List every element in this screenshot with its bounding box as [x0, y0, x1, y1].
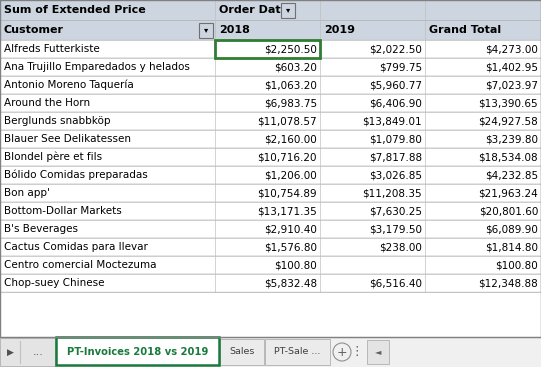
Text: $5,832.48: $5,832.48 [264, 278, 317, 288]
Text: $7,630.25: $7,630.25 [369, 206, 422, 216]
Bar [265, 339, 330, 365]
Bar [281, 3, 295, 18]
Bar [0, 112, 541, 130]
Text: Grand Total: Grand Total [429, 25, 501, 35]
Text: Cactus Comidas para llevar: Cactus Comidas para llevar [4, 242, 148, 252]
Text: $6,406.90: $6,406.90 [369, 98, 422, 108]
Text: Bólido Comidas preparadas: Bólido Comidas preparadas [4, 170, 148, 180]
Text: $10,716.20: $10,716.20 [258, 152, 317, 162]
Text: Antonio Moreno Taquería: Antonio Moreno Taquería [4, 80, 134, 90]
Text: $10,754.89: $10,754.89 [258, 188, 317, 198]
Bar [0, 130, 541, 148]
Text: Bottom-Dollar Markets: Bottom-Dollar Markets [4, 206, 122, 216]
Text: $2,250.50: $2,250.50 [264, 44, 317, 54]
Text: $1,206.00: $1,206.00 [264, 170, 317, 180]
Text: $799.75: $799.75 [379, 62, 422, 72]
Text: $7,817.88: $7,817.88 [369, 152, 422, 162]
Bar [0, 274, 541, 292]
Text: $6,983.75: $6,983.75 [264, 98, 317, 108]
Bar [0, 337, 541, 367]
Bar [0, 94, 541, 112]
Bar [220, 339, 264, 365]
Text: Alfreds Futterkiste: Alfreds Futterkiste [4, 44, 100, 54]
Text: Sales: Sales [229, 348, 255, 356]
Text: Sum of Extended Price: Sum of Extended Price [4, 5, 146, 15]
Text: Customer: Customer [4, 25, 64, 35]
Bar [0, 166, 541, 184]
Bar [199, 22, 213, 37]
Text: $3,179.50: $3,179.50 [369, 224, 422, 234]
Text: B's Beverages: B's Beverages [4, 224, 78, 234]
Text: ◄: ◄ [375, 348, 381, 356]
Bar [0, 338, 55, 366]
Text: $2,250.50: $2,250.50 [264, 44, 317, 54]
Bar [56, 337, 219, 365]
Bar [0, 220, 541, 238]
Text: $11,208.35: $11,208.35 [362, 188, 422, 198]
Text: ...: ... [32, 347, 43, 357]
Text: Centro comercial Moctezuma: Centro comercial Moctezuma [4, 260, 156, 270]
Text: $100.80: $100.80 [495, 260, 538, 270]
Text: $20,801.60: $20,801.60 [479, 206, 538, 216]
Text: Ana Trujillo Emparedados y helados: Ana Trujillo Emparedados y helados [4, 62, 190, 72]
Text: PT-Sale ...: PT-Sale ... [274, 348, 321, 356]
Bar [215, 40, 320, 58]
Bar [0, 40, 541, 58]
Text: $13,849.01: $13,849.01 [362, 116, 422, 126]
Text: $3,239.80: $3,239.80 [485, 134, 538, 144]
Bar [367, 340, 389, 364]
Text: 2018: 2018 [219, 25, 250, 35]
Bar [0, 76, 541, 94]
Text: $13,390.65: $13,390.65 [478, 98, 538, 108]
Text: $2,910.40: $2,910.40 [264, 224, 317, 234]
Bar [0, 58, 541, 76]
Text: ▾: ▾ [204, 25, 208, 34]
Text: $1,063.20: $1,063.20 [264, 80, 317, 90]
Text: $1,576.80: $1,576.80 [264, 242, 317, 252]
Text: $1,402.95: $1,402.95 [485, 62, 538, 72]
Text: PT-Invoices 2018 vs 2019: PT-Invoices 2018 vs 2019 [67, 347, 208, 357]
Bar [0, 20, 541, 40]
Text: ▾: ▾ [286, 6, 290, 15]
Text: $2,022.50: $2,022.50 [369, 44, 422, 54]
Text: $603.20: $603.20 [274, 62, 317, 72]
Text: $1,079.80: $1,079.80 [369, 134, 422, 144]
Bar [0, 184, 541, 202]
Text: Blauer See Delikatessen: Blauer See Delikatessen [4, 134, 131, 144]
Bar [0, 0, 541, 20]
Text: Chop-suey Chinese: Chop-suey Chinese [4, 278, 104, 288]
Text: Bon app': Bon app' [4, 188, 50, 198]
Text: Order Date: Order Date [219, 5, 288, 15]
Text: $6,089.90: $6,089.90 [485, 224, 538, 234]
Text: +: + [337, 345, 347, 359]
Bar [0, 238, 541, 256]
Text: $24,927.58: $24,927.58 [478, 116, 538, 126]
Text: $5,960.77: $5,960.77 [369, 80, 422, 90]
Text: $2,160.00: $2,160.00 [264, 134, 317, 144]
Text: $4,232.85: $4,232.85 [485, 170, 538, 180]
Text: $1,814.80: $1,814.80 [485, 242, 538, 252]
Text: $7,023.97: $7,023.97 [485, 80, 538, 90]
Text: $3,026.85: $3,026.85 [369, 170, 422, 180]
Text: $12,348.88: $12,348.88 [478, 278, 538, 288]
Text: $21,963.24: $21,963.24 [478, 188, 538, 198]
Text: ▶: ▶ [6, 348, 14, 356]
Text: ⋮: ⋮ [351, 345, 363, 359]
Text: $18,534.08: $18,534.08 [478, 152, 538, 162]
Bar [0, 256, 541, 274]
Text: $100.80: $100.80 [274, 260, 317, 270]
Bar [0, 202, 541, 220]
Text: $13,171.35: $13,171.35 [258, 206, 317, 216]
Text: $6,516.40: $6,516.40 [369, 278, 422, 288]
Text: $11,078.57: $11,078.57 [258, 116, 317, 126]
Text: Around the Horn: Around the Horn [4, 98, 90, 108]
Text: Berglunds snabbköp: Berglunds snabbköp [4, 116, 110, 126]
Text: $238.00: $238.00 [379, 242, 422, 252]
Text: 2019: 2019 [324, 25, 355, 35]
Text: Blondel père et fils: Blondel père et fils [4, 152, 102, 162]
Bar [0, 148, 541, 166]
Text: $4,273.00: $4,273.00 [485, 44, 538, 54]
